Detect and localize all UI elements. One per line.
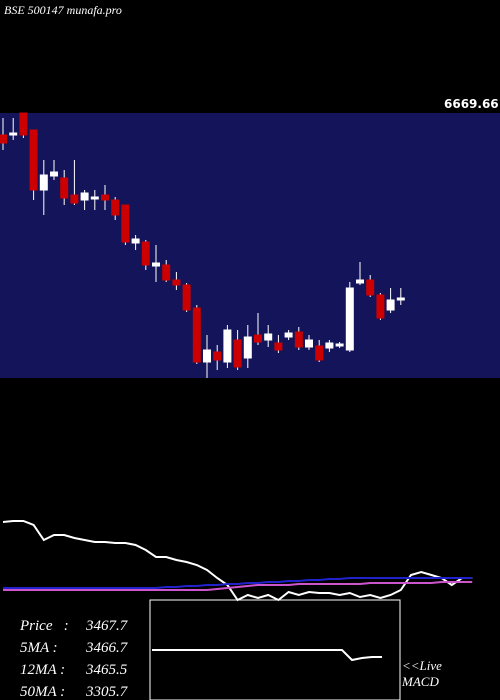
candle-body [101, 194, 109, 201]
candle-body [223, 329, 232, 363]
candle-body [80, 192, 89, 201]
candle-body [172, 279, 181, 286]
candle-body [162, 264, 171, 281]
stat-label: 50MA : [20, 684, 65, 700]
candle-body [376, 294, 385, 319]
chart-title: BSE 500147 munafa.pro [4, 3, 122, 17]
live-label: <<Live [402, 658, 442, 673]
candle-body [50, 171, 58, 177]
stat-value: 3305.7 [85, 684, 129, 700]
price-panel [0, 113, 500, 378]
candle-body [29, 129, 38, 191]
candle-body [345, 287, 354, 351]
candle-body [152, 262, 160, 267]
candle-body [203, 349, 211, 363]
candle-body [284, 332, 293, 338]
stat-value: 3465.5 [85, 662, 128, 678]
macd-box [149, 599, 401, 700]
candle-body [111, 199, 120, 216]
stat-label: 5MA : [20, 640, 58, 656]
candle-body [335, 343, 344, 347]
candle-body [386, 299, 395, 311]
candle-body [9, 132, 18, 136]
candle-body [396, 297, 405, 301]
candle-body [325, 342, 334, 349]
indicator-line [3, 581, 473, 591]
candle-body [213, 351, 222, 361]
stat-value: 3467.7 [85, 618, 129, 634]
candle-body [233, 339, 242, 368]
candle-body [19, 112, 28, 136]
candle-body [90, 196, 99, 200]
price-label: 6669.66 [444, 97, 499, 111]
candle-body [305, 339, 313, 348]
candle-body [274, 342, 283, 351]
candle-body [192, 307, 201, 363]
candle-body [264, 333, 273, 341]
candle-body [131, 238, 140, 244]
stat-label: Price : [19, 618, 69, 634]
candle-body [356, 279, 364, 284]
macd-line [152, 649, 382, 662]
indicator-line [2, 520, 473, 602]
macd-label: MACD [401, 674, 439, 689]
candle-body [315, 345, 324, 361]
candle-body [182, 284, 191, 311]
candle-body [0, 134, 7, 144]
candle-body [121, 204, 130, 243]
candle-body [60, 177, 69, 199]
candle-body [243, 336, 252, 359]
candle-body [39, 174, 48, 191]
indicator-line [3, 577, 473, 589]
candle-body [294, 331, 303, 348]
stat-value: 3466.7 [85, 640, 129, 656]
candle-body [141, 241, 150, 266]
stat-label: 12MA : [20, 662, 65, 678]
candle-body [254, 334, 262, 343]
candle-body [70, 194, 79, 204]
candle-body [366, 279, 375, 296]
